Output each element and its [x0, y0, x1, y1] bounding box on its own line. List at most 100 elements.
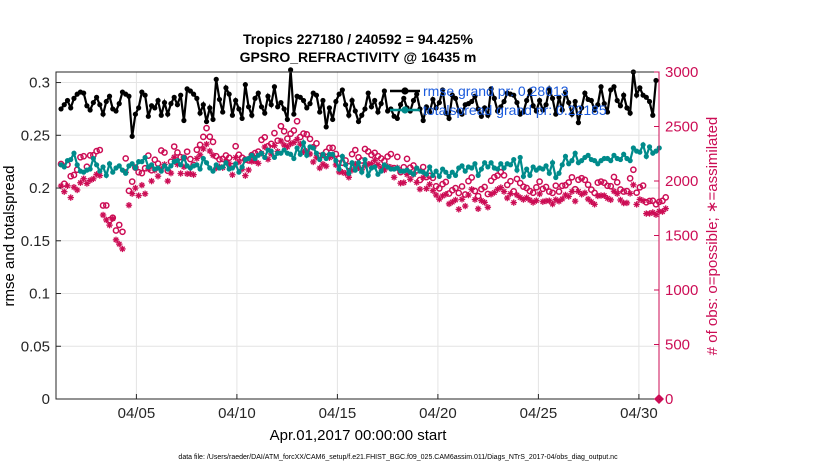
- rmse-point: [368, 104, 375, 110]
- rmse-point: [611, 84, 617, 90]
- rmse-point: [181, 117, 187, 124]
- rmse-point: [113, 108, 119, 114]
- obs-assimilated-point: [652, 211, 660, 218]
- totalspread-point: [110, 169, 116, 175]
- y-tick-label-left: 0.15: [21, 233, 50, 250]
- obs-assimilated-point: [565, 193, 572, 200]
- y-tick-label-left: 0.25: [21, 127, 50, 144]
- obs-assimilated-point: [423, 185, 430, 192]
- rmse-point: [595, 102, 601, 108]
- obs-assimilated-point: [513, 191, 521, 199]
- totalspread-point: [278, 150, 284, 156]
- obs-possible-point: [659, 197, 666, 205]
- obs-possible-point: [271, 129, 278, 137]
- obs-assimilated-point: [639, 197, 647, 204]
- obs-possible-point: [633, 189, 640, 197]
- rmse-point: [136, 105, 142, 111]
- x-tick-label: 04/05: [118, 405, 156, 422]
- x-tick-label: 04/30: [620, 405, 658, 422]
- obs-assimilated-point: [500, 188, 508, 195]
- obs-possible-point: [613, 178, 621, 186]
- obs-assimilated-point: [407, 176, 414, 183]
- obs-possible-point: [558, 182, 566, 190]
- totalspread-point: [116, 163, 122, 169]
- y-axis-label-right: # of obs: o=possible; ∗=assimilated: [704, 117, 721, 356]
- totalspread-point: [129, 161, 135, 167]
- totalspread-point: [158, 168, 164, 174]
- totalspread-point: [333, 158, 339, 164]
- obs-assimilated-point: [164, 177, 171, 185]
- totalspread-point: [488, 160, 494, 166]
- obs-assimilated-point: [504, 194, 511, 202]
- totalspread-point: [61, 164, 67, 170]
- totalspread-point: [317, 156, 323, 163]
- rmse-point: [559, 107, 565, 113]
- obs-assimilated-point: [568, 188, 576, 195]
- totalspread-point: [74, 162, 80, 168]
- rmse-point: [452, 95, 459, 101]
- totalspread-point: [336, 166, 342, 172]
- rmse-point: [414, 91, 420, 97]
- rmse-point: [436, 99, 442, 106]
- obs-possible-point: [300, 130, 307, 137]
- totalspread-point: [203, 160, 210, 166]
- totalspread-point: [543, 163, 549, 169]
- totalspread-point: [281, 147, 287, 153]
- rmse-point: [161, 99, 168, 106]
- rmse-point: [200, 102, 206, 108]
- rmse-point: [187, 88, 193, 94]
- obs-possible-point: [99, 202, 107, 209]
- obs-assimilated-point: [591, 201, 598, 208]
- obs-assimilated-point: [630, 181, 637, 189]
- totalspread-point: [313, 150, 320, 156]
- totalspread-point: [394, 165, 400, 171]
- obs-possible-point: [119, 228, 126, 236]
- obs-assimilated-point: [390, 174, 398, 181]
- obs-possible-point: [216, 156, 223, 163]
- totalspread-point: [87, 166, 93, 172]
- totalspread-point: [132, 165, 138, 171]
- rmse-point: [372, 97, 378, 104]
- x-tick-label: 04/10: [218, 405, 256, 422]
- totalspread-point: [549, 160, 556, 166]
- rmse-point: [394, 115, 400, 122]
- rmse-point: [145, 113, 151, 119]
- rmse-point: [97, 102, 103, 108]
- obs-assimilated-point: [128, 190, 136, 197]
- y-tick-label-left: 0.2: [29, 180, 50, 197]
- rmse-point: [265, 93, 271, 99]
- obs-assimilated-point: [442, 191, 450, 198]
- rmse-point: [591, 107, 598, 113]
- obs-assimilated-point: [206, 147, 213, 155]
- obs-assimilated-point: [626, 190, 634, 197]
- rmse-point: [653, 77, 659, 84]
- rmse-point: [216, 96, 223, 103]
- obs-possible-point: [293, 117, 301, 125]
- obs-assimilated-point: [106, 221, 113, 229]
- obs-possible-point: [481, 183, 488, 191]
- rmse-point: [543, 102, 549, 108]
- legend-marker-totalspread: [401, 106, 409, 114]
- rmse-point: [423, 104, 430, 110]
- totalspread-point: [478, 166, 484, 172]
- obs-possible-point: [170, 143, 178, 150]
- rmse-point: [291, 111, 297, 117]
- obs-possible-point: [526, 187, 534, 195]
- obs-assimilated-point: [99, 211, 107, 219]
- totalspread-point: [194, 162, 200, 168]
- totalspread-point: [200, 155, 206, 162]
- rmse-point: [300, 97, 307, 104]
- totalspread-point: [236, 169, 242, 175]
- obs-assimilated-point: [293, 136, 301, 143]
- rmse-point: [284, 116, 290, 123]
- rmse-point: [281, 106, 287, 112]
- obs-assimilated-point: [57, 182, 65, 190]
- totalspread-point: [579, 158, 585, 164]
- totalspread-point: [556, 170, 562, 176]
- x-axis-label: Apr.01,2017 00:00:00 start: [270, 427, 448, 444]
- totalspread-point: [475, 172, 481, 178]
- obs-assimilated-point: [649, 209, 656, 216]
- obs-possible-point: [199, 133, 207, 141]
- obs-possible-point: [128, 178, 136, 186]
- rmse-point: [449, 92, 455, 98]
